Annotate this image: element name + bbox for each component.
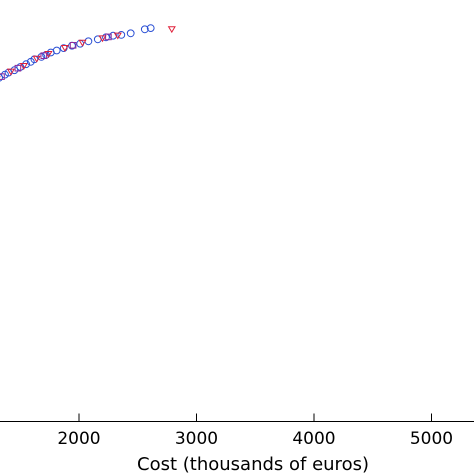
circle-point (0, 74, 3, 82)
circle-point (117, 31, 126, 39)
circle-point (10, 66, 19, 75)
circle-point (140, 25, 149, 34)
square-point (40, 52, 48, 60)
triangle-point (6, 68, 15, 76)
square-point (14, 64, 22, 72)
square-point (69, 42, 77, 49)
x-tick-label: 5000 (410, 429, 453, 449)
circle-point (146, 24, 155, 33)
circle-point (126, 29, 135, 38)
data-markers (0, 24, 176, 82)
x-axis-ticks: 2000 3000 4000 5000 (57, 413, 453, 449)
x-axis-title: Cost (thousands of euros) (137, 454, 369, 474)
triangle-point (32, 55, 41, 63)
triangle-point (19, 63, 28, 70)
x-tick-label: 2000 (57, 429, 100, 449)
triangle-point (78, 39, 87, 47)
square-point (105, 33, 112, 41)
square-point (0, 73, 5, 80)
triangle-point (98, 35, 107, 43)
circle-point (52, 46, 61, 55)
triangle-point (60, 45, 69, 52)
x-tick-label: 3000 (175, 429, 218, 449)
triangle-point (167, 26, 176, 34)
circle-point (22, 60, 31, 69)
x-tick-label: 4000 (292, 429, 335, 449)
triangle-point (113, 32, 122, 40)
